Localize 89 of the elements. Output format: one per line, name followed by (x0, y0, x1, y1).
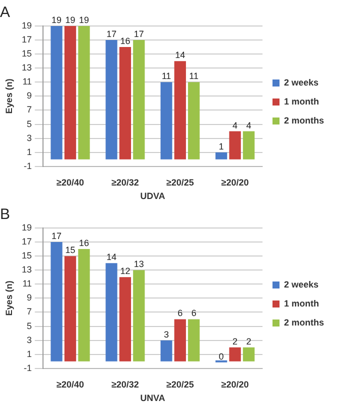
x-tick-label: ≥20/20 (221, 379, 249, 390)
y-tick-label: 15 (22, 48, 32, 59)
bar (64, 256, 76, 362)
y-tick-label: 19 (22, 20, 32, 30)
y-tick-label: 13 (22, 62, 32, 73)
x-tick-label: ≥20/25 (166, 379, 194, 390)
y-tick-label: -1 (24, 362, 32, 373)
y-tick-label: 3 (26, 334, 32, 345)
data-label: 12 (120, 266, 130, 276)
bar (106, 40, 118, 160)
y-axis-title: Eyes (n) (4, 280, 14, 316)
legend-label: 2 months (284, 317, 324, 328)
data-label: 19 (52, 14, 62, 25)
data-label: 4 (246, 120, 252, 130)
data-label: 17 (52, 231, 62, 242)
y-tick-label: 5 (26, 118, 32, 129)
bar (160, 82, 172, 160)
y-axis-title: Eyes (n) (4, 78, 14, 114)
bar (188, 82, 200, 160)
data-label: 11 (189, 71, 199, 82)
bar (174, 319, 186, 362)
y-tick-label: 1 (26, 348, 32, 359)
legend-label: 2 weeks (284, 77, 319, 88)
legend-label: 2 months (284, 115, 324, 126)
y-tick-label: 7 (26, 104, 32, 115)
bar (188, 319, 200, 362)
data-label: 11 (162, 71, 172, 82)
data-label: 17 (134, 29, 144, 40)
y-tick-label: 11 (22, 278, 32, 289)
bar (242, 131, 255, 160)
y-tick-label: 15 (22, 250, 32, 261)
bar (242, 347, 255, 362)
bar (133, 40, 145, 160)
data-label: 15 (65, 245, 76, 256)
bar (119, 47, 132, 160)
data-label: 16 (120, 36, 130, 46)
y-tick-label: 3 (26, 132, 32, 143)
y-tick-label: 5 (26, 320, 32, 331)
legend-label: 2 weeks (284, 279, 319, 290)
data-label: 0 (218, 351, 224, 362)
bar (119, 277, 132, 362)
bar (229, 131, 241, 160)
data-label: 14 (106, 252, 116, 262)
y-tick-label: 17 (22, 34, 32, 45)
y-tick-label: 11 (22, 76, 32, 87)
x-tick-label: ≥20/32 (111, 379, 139, 390)
data-label: 19 (78, 14, 90, 25)
x-tick-label: ≥20/40 (56, 177, 84, 188)
bar (78, 26, 90, 160)
x-tick-label: ≥20/32 (111, 177, 139, 188)
legend-label: 1 month (284, 96, 319, 106)
bar (78, 249, 90, 362)
bar (50, 242, 62, 362)
y-tick-label: 17 (22, 236, 32, 247)
data-label: 17 (106, 29, 116, 40)
y-tick-label: 7 (26, 306, 32, 317)
x-axis-title: UDVA (140, 191, 166, 202)
data-label: 6 (178, 308, 183, 318)
y-tick-label: 13 (22, 264, 32, 275)
data-label: 16 (78, 238, 90, 248)
bar (215, 152, 228, 160)
data-label: 13 (134, 259, 144, 270)
bar (133, 270, 145, 362)
bar (50, 26, 62, 160)
data-label: 2 (232, 336, 238, 346)
y-tick-label: 9 (26, 292, 32, 303)
bar (160, 340, 172, 362)
y-tick-label: 9 (26, 90, 32, 101)
data-label: 1 (218, 141, 224, 152)
x-tick-label: ≥20/20 (221, 177, 249, 188)
legend-label: 1 month (284, 298, 319, 308)
y-tick-label: -1 (24, 160, 32, 171)
x-tick-label: ≥20/25 (166, 177, 194, 188)
y-tick-label: 19 (22, 222, 32, 232)
bar (174, 61, 186, 160)
x-axis-title: UNVA (140, 393, 166, 404)
x-tick-label: ≥20/40 (56, 379, 84, 390)
chart-title: A (0, 4, 10, 22)
chart-title: B (0, 206, 10, 224)
data-label: 2 (246, 336, 252, 346)
bar (64, 26, 76, 160)
bar (229, 347, 241, 362)
data-label: 4 (232, 120, 238, 130)
bar (106, 263, 118, 362)
data-label: 3 (164, 329, 169, 340)
y-tick-label: 1 (26, 146, 32, 157)
data-label: 6 (191, 308, 196, 318)
data-label: 14 (175, 50, 186, 60)
data-label: 19 (65, 14, 76, 25)
